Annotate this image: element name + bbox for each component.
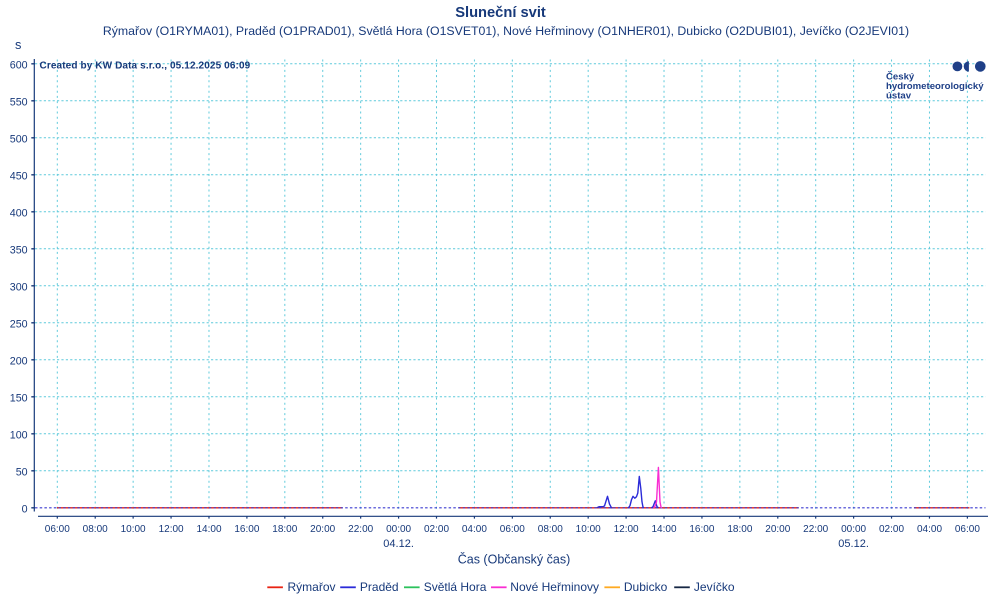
svg-text:06:00: 06:00 bbox=[500, 524, 525, 535]
svg-text:08:00: 08:00 bbox=[538, 524, 563, 535]
svg-text:04:00: 04:00 bbox=[462, 524, 487, 535]
svg-text:14:00: 14:00 bbox=[651, 524, 676, 535]
svg-text:s: s bbox=[15, 37, 21, 52]
svg-text:14:00: 14:00 bbox=[196, 524, 221, 535]
svg-text:Jevíčko: Jevíčko bbox=[694, 580, 735, 594]
svg-text:16:00: 16:00 bbox=[689, 524, 714, 535]
svg-text:06:00: 06:00 bbox=[45, 524, 70, 535]
svg-text:450: 450 bbox=[10, 171, 28, 183]
svg-text:500: 500 bbox=[10, 134, 28, 146]
svg-text:600: 600 bbox=[10, 60, 28, 72]
svg-text:ústav: ústav bbox=[886, 90, 912, 101]
svg-text:10:00: 10:00 bbox=[576, 524, 601, 535]
svg-text:04:00: 04:00 bbox=[917, 524, 942, 535]
svg-text:550: 550 bbox=[10, 97, 28, 109]
svg-text:Rýmařov: Rýmařov bbox=[288, 580, 336, 594]
svg-text:Created by KW Data s.r.o., 05.: Created by KW Data s.r.o., 05.12.2025 06… bbox=[40, 61, 251, 72]
svg-text:12:00: 12:00 bbox=[159, 524, 184, 535]
svg-text:0: 0 bbox=[22, 504, 28, 516]
svg-text:300: 300 bbox=[10, 282, 28, 294]
svg-text:20:00: 20:00 bbox=[310, 524, 335, 535]
svg-text:hydrometeorologický: hydrometeorologický bbox=[886, 81, 984, 92]
svg-text:12:00: 12:00 bbox=[614, 524, 639, 535]
svg-text:Dubicko: Dubicko bbox=[624, 580, 668, 594]
svg-text:08:00: 08:00 bbox=[83, 524, 108, 535]
svg-text:100: 100 bbox=[10, 430, 28, 442]
svg-text:350: 350 bbox=[10, 245, 28, 257]
svg-text:02:00: 02:00 bbox=[424, 524, 449, 535]
svg-text:10:00: 10:00 bbox=[121, 524, 146, 535]
svg-text:04.12.: 04.12. bbox=[383, 538, 414, 550]
svg-text:Světlá Hora: Světlá Hora bbox=[424, 580, 487, 594]
svg-text:Praděd: Praděd bbox=[360, 580, 399, 594]
svg-text:05.12.: 05.12. bbox=[838, 538, 869, 550]
svg-text:200: 200 bbox=[10, 356, 28, 368]
svg-text:00:00: 00:00 bbox=[841, 524, 866, 535]
svg-text:Čas (Občanský čas): Čas (Občanský čas) bbox=[458, 552, 571, 567]
svg-text:20:00: 20:00 bbox=[765, 524, 790, 535]
svg-text:16:00: 16:00 bbox=[234, 524, 259, 535]
svg-text:22:00: 22:00 bbox=[348, 524, 373, 535]
svg-text:400: 400 bbox=[10, 208, 28, 220]
svg-text:18:00: 18:00 bbox=[727, 524, 752, 535]
svg-text:250: 250 bbox=[10, 319, 28, 331]
svg-text:50: 50 bbox=[16, 467, 28, 479]
svg-text:Český: Český bbox=[886, 71, 915, 83]
svg-text:Sluneční svit: Sluneční svit bbox=[455, 5, 546, 21]
svg-text:150: 150 bbox=[10, 393, 28, 405]
svg-text:02:00: 02:00 bbox=[879, 524, 904, 535]
svg-text:06:00: 06:00 bbox=[955, 524, 980, 535]
svg-text:22:00: 22:00 bbox=[803, 524, 828, 535]
svg-text:18:00: 18:00 bbox=[272, 524, 297, 535]
svg-text:Nové Heřminovy: Nové Heřminovy bbox=[510, 580, 599, 594]
svg-text:Rýmařov (O1RYMA01), Praděd (O1: Rýmařov (O1RYMA01), Praděd (O1PRAD01), S… bbox=[103, 24, 909, 38]
svg-text:00:00: 00:00 bbox=[386, 524, 411, 535]
